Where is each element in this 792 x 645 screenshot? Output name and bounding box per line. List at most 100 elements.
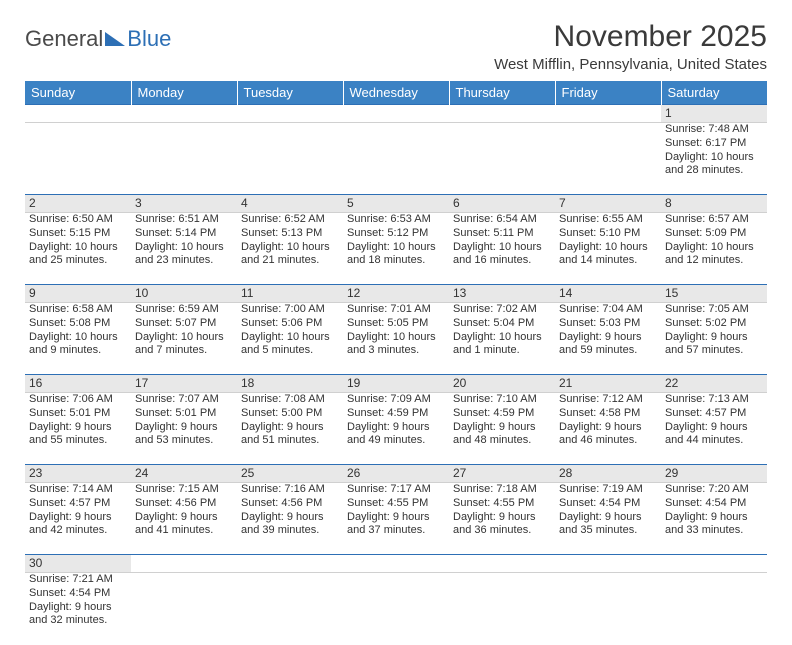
day-number: 12 (343, 285, 449, 303)
sunset: Sunset: 4:56 PM (135, 497, 233, 511)
empty-cell (555, 123, 661, 195)
sunset: Sunset: 5:15 PM (29, 227, 127, 241)
daylight: Daylight: 9 hours and 46 minutes. (559, 421, 657, 449)
sunset: Sunset: 5:11 PM (453, 227, 551, 241)
sunset: Sunset: 5:01 PM (29, 407, 127, 421)
day-number: 4 (237, 195, 343, 213)
daynum-row: 30 (25, 555, 767, 573)
daylight: Daylight: 9 hours and 35 minutes. (559, 511, 657, 539)
content-row: Sunrise: 6:58 AMSunset: 5:08 PMDaylight:… (25, 303, 767, 375)
day-number: 20 (449, 375, 555, 393)
day-header: Sunday (25, 81, 131, 105)
calendar-body: 1 Sunrise: 7:48 AM Sunset: 6:17 PM Dayli… (25, 105, 767, 645)
empty-cell (131, 123, 237, 195)
location: West Mifflin, Pennsylvania, United State… (494, 56, 767, 73)
sunrise: Sunrise: 7:05 AM (665, 303, 763, 317)
day-number: 24 (131, 465, 237, 483)
day-number: 29 (661, 465, 767, 483)
logo: GeneralBlue (25, 26, 171, 52)
day-cell: Sunrise: 6:52 AMSunset: 5:13 PMDaylight:… (237, 213, 343, 285)
day-number: 19 (343, 375, 449, 393)
daylight: Daylight: 10 hours and 28 minutes. (665, 151, 763, 179)
day-cell: Sunrise: 7:15 AMSunset: 4:56 PMDaylight:… (131, 483, 237, 555)
day-number: 22 (661, 375, 767, 393)
day-cell: Sunrise: 7:14 AMSunset: 4:57 PMDaylight:… (25, 483, 131, 555)
day-number: 17 (131, 375, 237, 393)
day-header: Thursday (449, 81, 555, 105)
content-row: Sunrise: 6:50 AMSunset: 5:15 PMDaylight:… (25, 213, 767, 285)
day-number: 14 (555, 285, 661, 303)
day-cell: Sunrise: 7:10 AMSunset: 4:59 PMDaylight:… (449, 393, 555, 465)
sunrise: Sunrise: 7:15 AM (135, 483, 233, 497)
day-number: 8 (661, 195, 767, 213)
day-cell: Sunrise: 7:16 AMSunset: 4:56 PMDaylight:… (237, 483, 343, 555)
daylight: Daylight: 9 hours and 33 minutes. (665, 511, 763, 539)
day-number: 11 (237, 285, 343, 303)
day-number: 27 (449, 465, 555, 483)
content-row: Sunrise: 7:48 AM Sunset: 6:17 PM Dayligh… (25, 123, 767, 195)
blank-cell (449, 555, 555, 573)
daylight: Daylight: 10 hours and 23 minutes. (135, 241, 233, 269)
sunset: Sunset: 5:01 PM (135, 407, 233, 421)
blank-cell (131, 105, 237, 123)
sunset: Sunset: 5:02 PM (665, 317, 763, 331)
day-cell: Sunrise: 7:09 AMSunset: 4:59 PMDaylight:… (343, 393, 449, 465)
day-cell: Sunrise: 7:01 AMSunset: 5:05 PMDaylight:… (343, 303, 449, 375)
day-cell: Sunrise: 7:07 AMSunset: 5:01 PMDaylight:… (131, 393, 237, 465)
blank-cell (131, 555, 237, 573)
sunset: Sunset: 4:54 PM (29, 587, 127, 601)
sunset: Sunset: 5:04 PM (453, 317, 551, 331)
daylight: Daylight: 9 hours and 51 minutes. (241, 421, 339, 449)
empty-cell (555, 573, 661, 645)
daynum-row: 23 24 25 26 27 28 29 (25, 465, 767, 483)
day-number: 13 (449, 285, 555, 303)
daylight: Daylight: 10 hours and 16 minutes. (453, 241, 551, 269)
sunset: Sunset: 5:10 PM (559, 227, 657, 241)
day-cell: Sunrise: 7:48 AM Sunset: 6:17 PM Dayligh… (661, 123, 767, 195)
day-cell: Sunrise: 6:55 AMSunset: 5:10 PMDaylight:… (555, 213, 661, 285)
day-number: 18 (237, 375, 343, 393)
content-row: Sunrise: 7:21 AMSunset: 4:54 PMDaylight:… (25, 573, 767, 645)
logo-text-blue: Blue (127, 26, 171, 52)
sunset: Sunset: 5:06 PM (241, 317, 339, 331)
day-cell: Sunrise: 7:20 AMSunset: 4:54 PMDaylight:… (661, 483, 767, 555)
day-cell: Sunrise: 6:58 AMSunset: 5:08 PMDaylight:… (25, 303, 131, 375)
empty-cell (343, 573, 449, 645)
day-number: 2 (25, 195, 131, 213)
daynum-row: 9 10 11 12 13 14 15 (25, 285, 767, 303)
daylight: Daylight: 10 hours and 1 minute. (453, 331, 551, 359)
day-cell: Sunrise: 7:13 AMSunset: 4:57 PMDaylight:… (661, 393, 767, 465)
daylight: Daylight: 9 hours and 36 minutes. (453, 511, 551, 539)
day-cell: Sunrise: 7:12 AMSunset: 4:58 PMDaylight:… (555, 393, 661, 465)
day-number: 1 (661, 105, 767, 123)
blank-cell (25, 105, 131, 123)
daylight: Daylight: 10 hours and 14 minutes. (559, 241, 657, 269)
daylight: Daylight: 9 hours and 57 minutes. (665, 331, 763, 359)
daylight: Daylight: 9 hours and 48 minutes. (453, 421, 551, 449)
sunrise: Sunrise: 7:20 AM (665, 483, 763, 497)
day-cell: Sunrise: 7:00 AMSunset: 5:06 PMDaylight:… (237, 303, 343, 375)
blank-cell (449, 105, 555, 123)
sunset: Sunset: 4:59 PM (347, 407, 445, 421)
empty-cell (343, 123, 449, 195)
daylight: Daylight: 10 hours and 5 minutes. (241, 331, 339, 359)
day-number: 6 (449, 195, 555, 213)
sunrise: Sunrise: 7:17 AM (347, 483, 445, 497)
sunrise: Sunrise: 7:21 AM (29, 573, 127, 587)
calendar-table: Sunday Monday Tuesday Wednesday Thursday… (25, 81, 767, 645)
day-header: Friday (555, 81, 661, 105)
day-header: Saturday (661, 81, 767, 105)
daylight: Daylight: 9 hours and 37 minutes. (347, 511, 445, 539)
day-cell: Sunrise: 7:05 AMSunset: 5:02 PMDaylight:… (661, 303, 767, 375)
daylight: Daylight: 10 hours and 7 minutes. (135, 331, 233, 359)
sunset: Sunset: 5:08 PM (29, 317, 127, 331)
sunrise: Sunrise: 7:14 AM (29, 483, 127, 497)
sunrise: Sunrise: 7:06 AM (29, 393, 127, 407)
sunrise: Sunrise: 7:12 AM (559, 393, 657, 407)
daylight: Daylight: 9 hours and 39 minutes. (241, 511, 339, 539)
day-number: 15 (661, 285, 767, 303)
daynum-row: 2 3 4 5 6 7 8 (25, 195, 767, 213)
day-cell: Sunrise: 6:57 AMSunset: 5:09 PMDaylight:… (661, 213, 767, 285)
day-cell: Sunrise: 7:21 AMSunset: 4:54 PMDaylight:… (25, 573, 131, 645)
daylight: Daylight: 9 hours and 44 minutes. (665, 421, 763, 449)
